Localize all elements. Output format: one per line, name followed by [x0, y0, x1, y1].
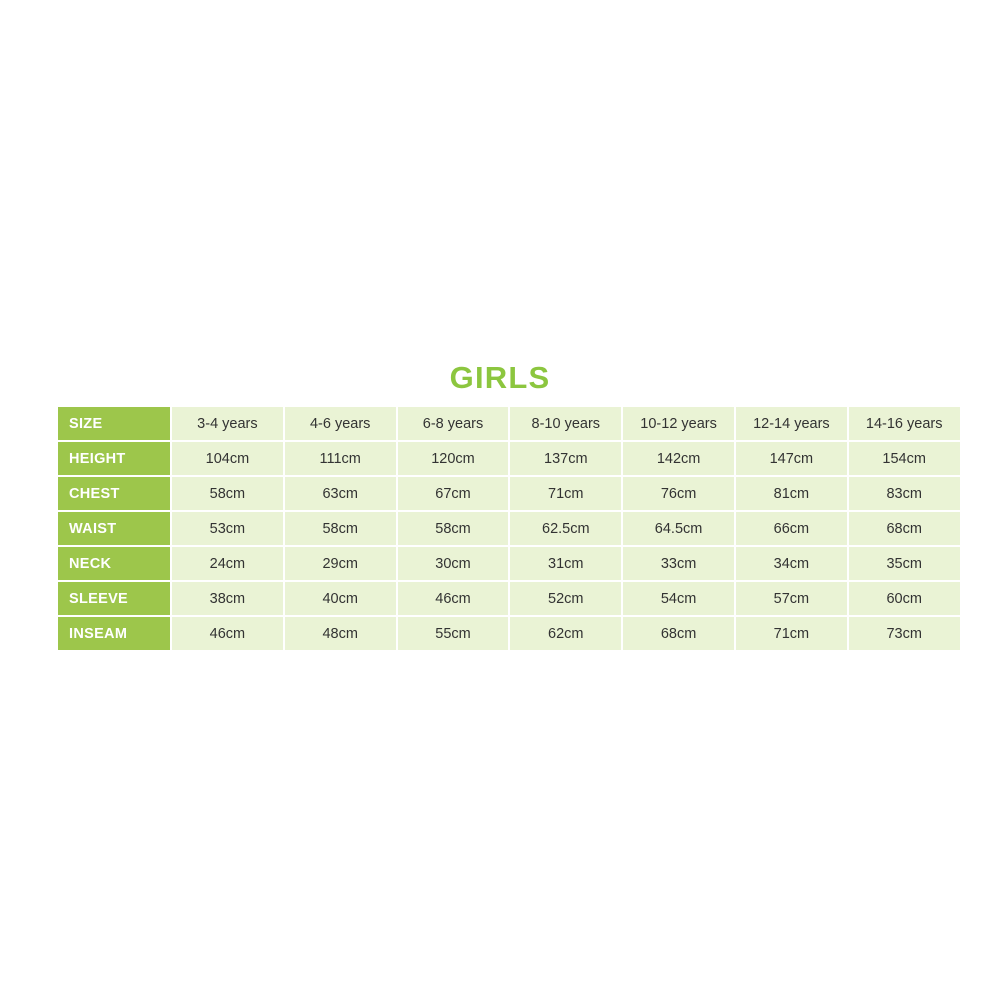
cell-waist-14-16: 68cm: [848, 512, 960, 545]
row-label-neck: NECK: [58, 547, 170, 580]
cell-neck-6-8: 30cm: [397, 547, 509, 580]
cell-inseam-12-14: 71cm: [735, 617, 847, 650]
cell-waist-3-4: 53cm: [172, 512, 283, 545]
cell-waist-6-8: 58cm: [397, 512, 509, 545]
cell-sleeve-10-12: 54cm: [623, 582, 734, 615]
row-label-sleeve: SLEEVE: [58, 582, 170, 615]
page-title: GIRLS: [449, 360, 551, 395]
cell-chest-14-16: 83cm: [848, 477, 960, 510]
cell-chest-12-14: 81cm: [735, 477, 847, 510]
cell-sleeve-6-8: 46cm: [397, 582, 509, 615]
cell-inseam-4-6: 48cm: [284, 617, 396, 650]
cell-height-10-12: 142cm: [623, 442, 734, 475]
cell-height-4-6: 111cm: [284, 442, 396, 475]
cell-neck-14-16: 35cm: [848, 547, 960, 580]
cell-neck-8-10: 31cm: [510, 547, 622, 580]
table-row: HEIGHT 104cm 111cm 120cm 137cm 142cm 147…: [58, 442, 960, 475]
cell-neck-4-6: 29cm: [284, 547, 396, 580]
cell-chest-8-10: 71cm: [510, 477, 622, 510]
cell-sleeve-14-16: 60cm: [848, 582, 960, 615]
cell-waist-4-6: 58cm: [284, 512, 396, 545]
cell-sleeve-4-6: 40cm: [284, 582, 396, 615]
cell-sleeve-3-4: 38cm: [172, 582, 283, 615]
cell-height-14-16: 154cm: [848, 442, 960, 475]
table-header-row: SIZE 3-4 years 4-6 years 6-8 years 8-10 …: [58, 407, 960, 440]
row-label-waist: WAIST: [58, 512, 170, 545]
column-header-age-14-16: 14-16 years: [848, 407, 960, 440]
column-header-age-6-8: 6-8 years: [397, 407, 509, 440]
cell-sleeve-12-14: 57cm: [735, 582, 847, 615]
column-header-age-10-12: 10-12 years: [623, 407, 734, 440]
table-row: CHEST 58cm 63cm 67cm 71cm 76cm 81cm 83cm: [58, 477, 960, 510]
cell-inseam-10-12: 68cm: [623, 617, 734, 650]
row-label-inseam: INSEAM: [58, 617, 170, 650]
cell-height-8-10: 137cm: [510, 442, 622, 475]
column-header-age-3-4: 3-4 years: [172, 407, 283, 440]
cell-neck-12-14: 34cm: [735, 547, 847, 580]
cell-inseam-3-4: 46cm: [172, 617, 283, 650]
cell-waist-10-12: 64.5cm: [623, 512, 734, 545]
cell-chest-3-4: 58cm: [172, 477, 283, 510]
column-header-size: SIZE: [58, 407, 170, 440]
cell-waist-12-14: 66cm: [735, 512, 847, 545]
column-header-age-8-10: 8-10 years: [510, 407, 622, 440]
cell-waist-8-10: 62.5cm: [510, 512, 622, 545]
table-row: INSEAM 46cm 48cm 55cm 62cm 68cm 71cm 73c…: [58, 617, 960, 650]
cell-inseam-8-10: 62cm: [510, 617, 622, 650]
table-row: WAIST 53cm 58cm 58cm 62.5cm 64.5cm 66cm …: [58, 512, 960, 545]
cell-inseam-14-16: 73cm: [848, 617, 960, 650]
cell-height-6-8: 120cm: [397, 442, 509, 475]
column-header-age-12-14: 12-14 years: [735, 407, 847, 440]
cell-chest-4-6: 63cm: [284, 477, 396, 510]
cell-chest-10-12: 76cm: [623, 477, 734, 510]
row-label-height: HEIGHT: [58, 442, 170, 475]
row-label-chest: CHEST: [58, 477, 170, 510]
cell-height-12-14: 147cm: [735, 442, 847, 475]
cell-height-3-4: 104cm: [172, 442, 283, 475]
column-header-age-4-6: 4-6 years: [284, 407, 396, 440]
cell-chest-6-8: 67cm: [397, 477, 509, 510]
cell-neck-3-4: 24cm: [172, 547, 283, 580]
size-chart-table: SIZE 3-4 years 4-6 years 6-8 years 8-10 …: [56, 405, 962, 652]
cell-inseam-6-8: 55cm: [397, 617, 509, 650]
table-row: SLEEVE 38cm 40cm 46cm 52cm 54cm 57cm 60c…: [58, 582, 960, 615]
cell-sleeve-8-10: 52cm: [510, 582, 622, 615]
cell-neck-10-12: 33cm: [623, 547, 734, 580]
table-row: NECK 24cm 29cm 30cm 31cm 33cm 34cm 35cm: [58, 547, 960, 580]
